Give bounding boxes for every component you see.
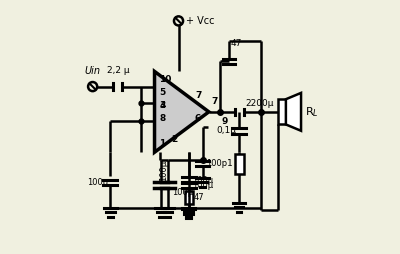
Text: + Vcc: + Vcc [186,16,215,26]
Text: 2: 2 [171,135,177,144]
Polygon shape [286,93,301,131]
Text: 3: 3 [159,101,165,110]
Bar [278,99,286,124]
Text: 2,2 μ: 2,2 μ [106,66,129,75]
Text: 100μ: 100μ [159,159,168,181]
Text: 9: 9 [222,117,228,126]
Text: R$_L$: R$_L$ [305,105,318,119]
Text: 47: 47 [194,193,204,202]
Text: 1: 1 [227,159,233,168]
FancyBboxPatch shape [184,192,193,204]
Text: 10: 10 [159,74,172,84]
Text: 5: 5 [159,88,165,97]
Text: 0,1μ: 0,1μ [217,126,237,135]
Text: 7: 7 [211,97,218,106]
FancyBboxPatch shape [235,153,244,174]
Text: 100μ: 100μ [192,181,214,189]
Text: 100μ: 100μ [172,188,193,197]
Text: 8: 8 [159,114,165,123]
Text: 7: 7 [195,91,201,100]
Polygon shape [154,71,209,152]
Text: 1: 1 [159,139,165,148]
Text: 100μ: 100μ [87,178,108,187]
Text: 2200μ: 2200μ [246,99,274,107]
Text: 100μ: 100μ [192,176,214,185]
Text: 6: 6 [195,114,201,123]
Text: Uin: Uin [85,67,101,76]
Text: 47: 47 [230,39,242,48]
Text: 100p: 100p [206,159,228,168]
Text: 4: 4 [159,101,166,110]
